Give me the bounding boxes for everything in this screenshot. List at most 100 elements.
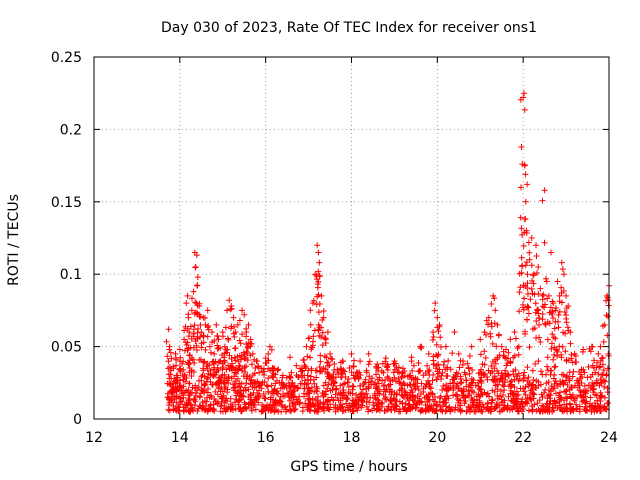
data-point (547, 392, 554, 399)
band-point (313, 367, 320, 374)
band-point (308, 384, 315, 391)
data-point (382, 376, 389, 383)
band-point (346, 404, 353, 411)
data-point (501, 354, 508, 361)
data-point (535, 263, 542, 270)
data-point (232, 357, 239, 364)
data-point (339, 358, 346, 365)
data-point (350, 383, 357, 390)
data-point (493, 343, 500, 350)
band-point (268, 382, 275, 389)
data-point (178, 360, 185, 367)
band-point (573, 393, 580, 400)
band-point (585, 364, 592, 371)
data-point (540, 291, 547, 298)
band-point (524, 400, 531, 407)
band-point (248, 407, 255, 414)
data-point (604, 313, 611, 320)
data-point (434, 314, 441, 321)
band-point (416, 395, 423, 402)
band-point (587, 394, 594, 401)
x-tick-label: 16 (257, 430, 275, 446)
data-point (196, 303, 203, 310)
data-point (218, 384, 225, 391)
data-point (190, 333, 197, 340)
data-point (251, 370, 258, 377)
data-point (314, 242, 321, 249)
band-point (196, 394, 203, 401)
data-point (528, 403, 535, 410)
band-point (589, 371, 596, 378)
data-point (375, 380, 382, 387)
data-point (308, 365, 315, 372)
data-point (552, 335, 559, 342)
data-point (215, 375, 222, 382)
data-point (401, 381, 408, 388)
band-point (302, 400, 309, 407)
data-point (518, 254, 525, 261)
band-point (390, 369, 397, 376)
data-point (200, 365, 207, 372)
data-point (167, 371, 174, 378)
band-point (279, 403, 286, 410)
band-point (413, 404, 420, 411)
band-point (543, 380, 550, 387)
band-point (299, 404, 306, 411)
band-point (431, 398, 438, 405)
data-point (600, 367, 607, 374)
data-point (563, 394, 570, 401)
band-point (286, 374, 293, 381)
data-point (442, 366, 449, 373)
band-point (558, 404, 565, 411)
data-point (176, 346, 183, 353)
data-point (231, 354, 238, 361)
data-point (505, 355, 512, 362)
data-point (290, 387, 297, 394)
data-point (597, 343, 604, 350)
band-point (594, 403, 601, 410)
data-point (529, 391, 536, 398)
data-point (550, 334, 557, 341)
data-point (407, 372, 414, 379)
data-point (317, 352, 324, 359)
data-point (556, 308, 563, 315)
data-point (322, 340, 329, 347)
band-point (370, 401, 377, 408)
data-point (319, 317, 326, 324)
data-point (521, 90, 528, 97)
data-point (204, 394, 211, 401)
data-point (305, 388, 312, 395)
data-point (599, 361, 606, 368)
band-point (538, 368, 545, 375)
band-point (204, 375, 211, 382)
data-point (521, 295, 528, 302)
data-point (435, 328, 442, 335)
band-point (433, 401, 440, 408)
data-point (481, 348, 488, 355)
data-point (555, 324, 562, 331)
band-point (499, 407, 506, 414)
data-point (315, 327, 322, 334)
data-point (595, 370, 602, 377)
data-point (232, 369, 239, 376)
band-point (412, 379, 419, 386)
data-point (163, 338, 170, 345)
data-point (398, 374, 405, 381)
band-point (522, 399, 529, 406)
data-point (315, 291, 322, 298)
data-point (524, 303, 531, 310)
data-point (254, 358, 261, 365)
band-point (440, 402, 447, 409)
data-point (527, 395, 534, 402)
data-point (430, 329, 437, 336)
band-point (472, 408, 479, 415)
data-point (496, 402, 503, 409)
band-point (274, 367, 281, 374)
data-point (354, 369, 361, 376)
data-point (288, 369, 295, 376)
data-point (182, 339, 189, 346)
data-point (226, 352, 233, 359)
data-point (500, 348, 507, 355)
band-point (562, 388, 569, 395)
band-point (337, 365, 344, 372)
